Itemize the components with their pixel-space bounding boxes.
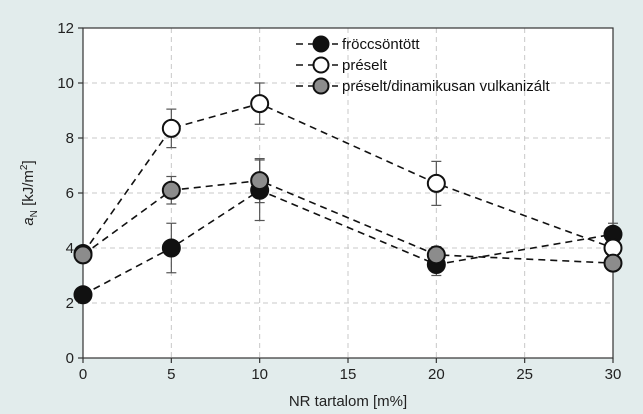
x-axis-title: NR tartalom [m%]	[289, 393, 407, 410]
data-point	[426, 245, 446, 265]
y-tick-label: 4	[66, 240, 74, 257]
data-point	[250, 94, 270, 114]
data-point	[161, 238, 181, 258]
x-tick-label: 5	[167, 366, 175, 383]
legend-marker	[312, 77, 330, 95]
legend-entry-1: fröccsöntött	[296, 35, 420, 53]
y-tick-label: 0	[66, 350, 74, 367]
x-tick-label: 15	[340, 366, 357, 383]
legend-marker	[312, 35, 330, 53]
x-tick-label: 10	[251, 366, 268, 383]
series-layer	[73, 82, 623, 305]
x-tick-label: 30	[605, 366, 622, 383]
series-3-markers	[73, 171, 623, 273]
legend-entry-2: préselt	[296, 56, 388, 74]
ticks: 0 5 10 15 20 25 30 0 2 4 6 8 10 12	[57, 20, 621, 383]
y-axis-title-sup: 2	[19, 164, 30, 170]
y-axis-title-sub: N	[29, 210, 40, 217]
x-tick-label: 25	[516, 366, 533, 383]
data-point	[250, 171, 270, 191]
data-point	[161, 180, 181, 200]
y-tick-label: 12	[57, 20, 74, 37]
y-axis-title-close: ]	[20, 160, 37, 164]
legend-entry-3: préselt/dinamikusan vulkanizált	[296, 77, 550, 95]
data-point	[161, 118, 181, 138]
y-axis-title: aN [kJ/m2]	[19, 160, 40, 225]
legend-label: fröccsöntött	[342, 36, 420, 53]
legend: fröccsöntött préselt préselt/dinamikusan v…	[296, 35, 550, 95]
y-axis-title-main: a	[20, 217, 37, 225]
data-point	[73, 285, 93, 305]
data-point	[73, 245, 93, 265]
legend-marker	[312, 56, 330, 74]
legend-label: préselt	[342, 57, 388, 74]
x-tick-label: 20	[428, 366, 445, 383]
y-tick-label: 6	[66, 185, 74, 202]
y-tick-label: 2	[66, 295, 74, 312]
data-point	[603, 253, 623, 273]
y-tick-label: 10	[57, 75, 74, 92]
y-tick-label: 8	[66, 130, 74, 147]
legend-label: préselt/dinamikusan vulkanizált	[342, 78, 550, 95]
data-point	[426, 173, 446, 193]
x-tick-label: 0	[79, 366, 87, 383]
y-axis-title-unit: [kJ/m	[20, 170, 37, 210]
